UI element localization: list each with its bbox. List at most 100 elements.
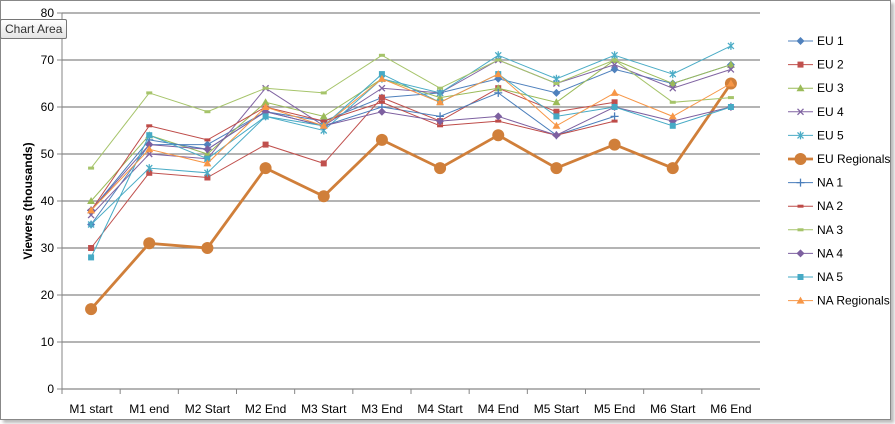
data-point-circle [201, 242, 214, 254]
legend-item: EU Regionals [788, 152, 890, 166]
series-line [90, 101, 615, 211]
data-point-diamond [796, 249, 805, 258]
data-point-diamond [203, 140, 212, 149]
data-point-dash [611, 58, 618, 62]
data-point-diamond [796, 37, 805, 45]
data-point-x [669, 84, 677, 92]
legend-label: EU 4 [817, 105, 844, 119]
series-line [90, 106, 732, 211]
data-point-circle [666, 162, 679, 175]
data-point-dash [262, 86, 269, 90]
y-tick-label: 0 [47, 382, 54, 396]
x-tick-label: M5 Start [534, 402, 580, 416]
data-point-star [145, 164, 153, 173]
series-line [90, 73, 732, 258]
data-point-dash [669, 100, 676, 104]
data-point-circle [85, 303, 98, 316]
data-point-triangle [436, 93, 445, 101]
series-eu-regionals [85, 77, 737, 316]
data-point-x [727, 65, 735, 73]
y-tick-label: 30 [41, 241, 55, 255]
legend-label: NA 2 [817, 199, 843, 213]
y-tick-label: 60 [41, 100, 55, 114]
data-point-triangle [436, 98, 445, 106]
data-point-square [88, 245, 95, 251]
legend-label: NA 5 [817, 270, 843, 284]
x-tick-label: M5 End [594, 402, 635, 416]
data-point-circle [259, 162, 272, 175]
data-point-triangle [494, 84, 503, 92]
x-tick-label: M2 Start [185, 402, 231, 416]
data-point-triangle [668, 112, 677, 120]
series-line [90, 92, 615, 211]
legend-item: NA 4 [788, 246, 843, 260]
x-tick-label: M4 Start [417, 402, 463, 416]
data-point-triangle [203, 159, 212, 167]
data-point-star [87, 220, 95, 229]
x-tick-label: M1 start [69, 402, 113, 416]
data-point-square [611, 99, 618, 106]
y-tick-label: 10 [41, 335, 55, 349]
data-point-triangle [319, 112, 328, 120]
data-point-diamond [377, 107, 386, 116]
x-tick-label: M6 Start [650, 402, 696, 416]
legend-item: EU 4 [788, 105, 844, 119]
data-point-diamond [203, 145, 212, 154]
data-point-dash [204, 138, 211, 142]
data-point-diamond [552, 131, 561, 140]
legend-label: NA Regionals [817, 294, 890, 308]
data-point-star [797, 131, 804, 140]
series-eu-4 [87, 56, 735, 219]
data-point-triangle [726, 79, 735, 87]
chart-area-tooltip: Chart Area [0, 19, 68, 39]
data-point-triangle [377, 74, 386, 82]
data-point-circle [794, 153, 807, 165]
data-point-square [797, 274, 804, 280]
data-point-dash [553, 82, 560, 85]
data-point-star [669, 70, 677, 79]
legend-label: NA 1 [817, 176, 843, 190]
legend-label: NA 3 [817, 223, 843, 237]
x-tick-label: M3 End [361, 402, 402, 416]
data-point-dash [378, 53, 385, 57]
data-point-triangle [87, 206, 96, 214]
data-point-dash [204, 110, 211, 114]
y-tick-label: 20 [41, 288, 55, 302]
data-point-dash [88, 166, 95, 170]
legend-item: NA 5 [788, 270, 843, 284]
data-point-triangle [319, 121, 328, 129]
data-point-triangle [610, 88, 619, 96]
series-na-regionals [87, 70, 735, 214]
data-point-diamond [494, 112, 503, 121]
y-tick-label: 80 [41, 6, 55, 20]
legend-item: NA 3 [788, 223, 843, 237]
legend-label: EU 1 [817, 34, 844, 48]
data-point-square [378, 71, 385, 78]
data-point-square [146, 132, 153, 139]
data-point-star [727, 41, 735, 50]
data-point-triangle [552, 121, 561, 129]
series-na-4 [87, 103, 735, 215]
data-point-square [553, 108, 560, 115]
x-tick-label: M4 End [478, 402, 519, 416]
y-tick-label: 70 [41, 53, 55, 67]
legend-item: NA 1 [788, 176, 843, 190]
data-point-square [204, 174, 211, 181]
data-point-square [611, 104, 618, 110]
data-point-dash [320, 119, 327, 123]
series-line [90, 59, 732, 216]
legend-item: NA Regionals [788, 294, 890, 308]
legend-label: NA 4 [817, 246, 843, 260]
data-point-plus [610, 112, 619, 121]
y-tick-label: 50 [41, 147, 55, 161]
data-point-circle [492, 129, 505, 142]
data-point-star [611, 51, 619, 60]
data-point-square [262, 113, 269, 120]
data-point-triangle [87, 197, 96, 204]
legend-item: EU 1 [788, 34, 844, 48]
x-tick-label: M6 End [710, 402, 751, 416]
data-point-triangle [668, 79, 677, 87]
